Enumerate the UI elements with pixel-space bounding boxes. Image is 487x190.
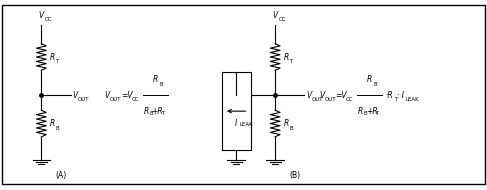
Text: =V: =V [121, 90, 132, 100]
Text: V: V [105, 90, 110, 100]
Text: B: B [56, 126, 59, 131]
Text: T: T [56, 59, 59, 64]
Text: T: T [394, 97, 397, 102]
Text: CC: CC [346, 97, 353, 102]
Text: I: I [235, 119, 237, 128]
Text: B: B [289, 126, 293, 131]
Text: V: V [39, 11, 44, 20]
Text: LEAK: LEAK [240, 122, 253, 127]
Text: OUT: OUT [78, 97, 90, 102]
Text: OUT: OUT [110, 97, 122, 102]
Text: B: B [149, 111, 152, 116]
Text: OUT: OUT [324, 97, 336, 102]
Text: R: R [144, 107, 149, 116]
Text: R: R [284, 119, 289, 128]
Text: ·R: ·R [385, 90, 393, 100]
Text: B: B [363, 111, 367, 116]
Text: T: T [289, 59, 293, 64]
Text: B: B [159, 82, 163, 87]
Text: V: V [73, 90, 78, 100]
Text: R: R [50, 52, 56, 62]
Text: OUT: OUT [312, 97, 323, 102]
Text: V: V [319, 90, 324, 100]
Text: (B): (B) [289, 171, 300, 180]
Text: R: R [284, 52, 289, 62]
Text: (A): (A) [55, 171, 67, 180]
Text: +R: +R [366, 107, 377, 116]
Text: CC: CC [45, 17, 52, 22]
Text: R: R [367, 75, 372, 84]
Text: LEAK: LEAK [406, 97, 419, 102]
Text: T: T [161, 111, 165, 116]
Text: T: T [375, 111, 379, 116]
Text: R: R [358, 107, 363, 116]
Text: R: R [153, 75, 158, 84]
Text: V: V [273, 11, 278, 20]
Text: =V: =V [335, 90, 347, 100]
Text: R: R [50, 119, 56, 128]
Text: V: V [306, 90, 312, 100]
Text: +R: +R [151, 107, 163, 116]
Text: CC: CC [279, 17, 286, 22]
Text: · I: · I [397, 90, 404, 100]
Text: CC: CC [131, 97, 139, 102]
Text: B: B [374, 82, 377, 87]
